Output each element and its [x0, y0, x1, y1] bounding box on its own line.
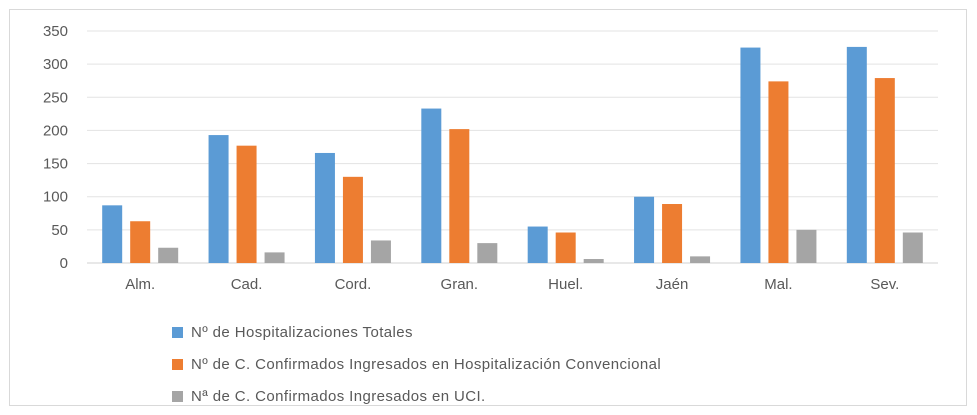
y-tick-label: 250 [43, 89, 68, 106]
chart-frame: 0 50 100 150 200 250 300 350 Alm. Cad. Cord. Gran.… [9, 9, 967, 406]
x-axis-ticks: Alm. Cad. Cord. Gran. Huel. Jaén Mal. Sev. [125, 276, 899, 293]
bar-uci [370, 240, 391, 263]
legend-swatch-total [172, 326, 183, 338]
gridlines [87, 30, 938, 264]
bars [102, 46, 923, 264]
y-tick-label: 0 [60, 255, 68, 272]
x-tick-label: Cord. [335, 276, 372, 293]
bar-conventional [449, 129, 470, 263]
bar-uci [158, 247, 179, 263]
bar-conventional [555, 232, 576, 263]
x-tick-label: Huel. [548, 276, 583, 293]
legend: Nº de Hospitalizaciones Totales Nº de C.… [172, 316, 661, 412]
bar-conventional [768, 81, 789, 264]
bar-chart: 0 50 100 150 200 250 300 350 Alm. Cad. Cord. Gran.… [43, 23, 938, 293]
x-tick-label: Sev. [870, 276, 899, 293]
y-tick-label: 100 [43, 189, 68, 206]
legend-swatch-conventional [172, 358, 183, 370]
bar-uci [264, 252, 285, 263]
legend-item-conventional: Nº de C. Confirmados Ingresados en Hospi… [172, 348, 661, 380]
bar-uci [477, 243, 498, 263]
bar-total [527, 226, 548, 263]
y-tick-label: 200 [43, 122, 68, 139]
bar-conventional [236, 145, 257, 263]
bar-total [421, 108, 442, 263]
bar-conventional [130, 221, 151, 263]
bar-total [740, 47, 761, 264]
legend-swatch-uci [172, 390, 183, 402]
x-tick-label: Jaén [656, 276, 689, 293]
bar-total [314, 152, 335, 263]
x-tick-label: Alm. [125, 276, 155, 293]
legend-label-uci: Nª de C. Confirmados Ingresados en UCI. [191, 387, 486, 405]
legend-item-total: Nº de Hospitalizaciones Totales [172, 316, 661, 348]
legend-label-total: Nº de Hospitalizaciones Totales [191, 323, 413, 341]
x-tick-label: Cad. [231, 276, 263, 293]
bar-conventional [662, 204, 683, 263]
bar-uci [902, 232, 923, 263]
bar-total [846, 46, 867, 264]
legend-label-conventional: Nº de C. Confirmados Ingresados en Hospi… [191, 355, 662, 373]
x-tick-label: Gran. [441, 276, 479, 293]
bar-uci [690, 256, 711, 263]
bar-total [208, 135, 229, 263]
y-axis-ticks: 0 50 100 150 200 250 300 350 [43, 23, 68, 272]
bar-uci [796, 229, 817, 263]
bar-conventional [342, 176, 363, 263]
y-tick-label: 300 [43, 56, 68, 73]
bar-conventional [874, 78, 895, 263]
y-tick-label: 50 [51, 222, 68, 239]
y-tick-label: 350 [43, 23, 68, 40]
bar-uci [583, 259, 604, 263]
y-tick-label: 150 [43, 156, 68, 173]
legend-item-uci: Nª de C. Confirmados Ingresados en UCI. [172, 380, 661, 412]
bar-total [102, 205, 123, 263]
x-tick-label: Mal. [764, 276, 792, 293]
bar-total [634, 196, 655, 263]
